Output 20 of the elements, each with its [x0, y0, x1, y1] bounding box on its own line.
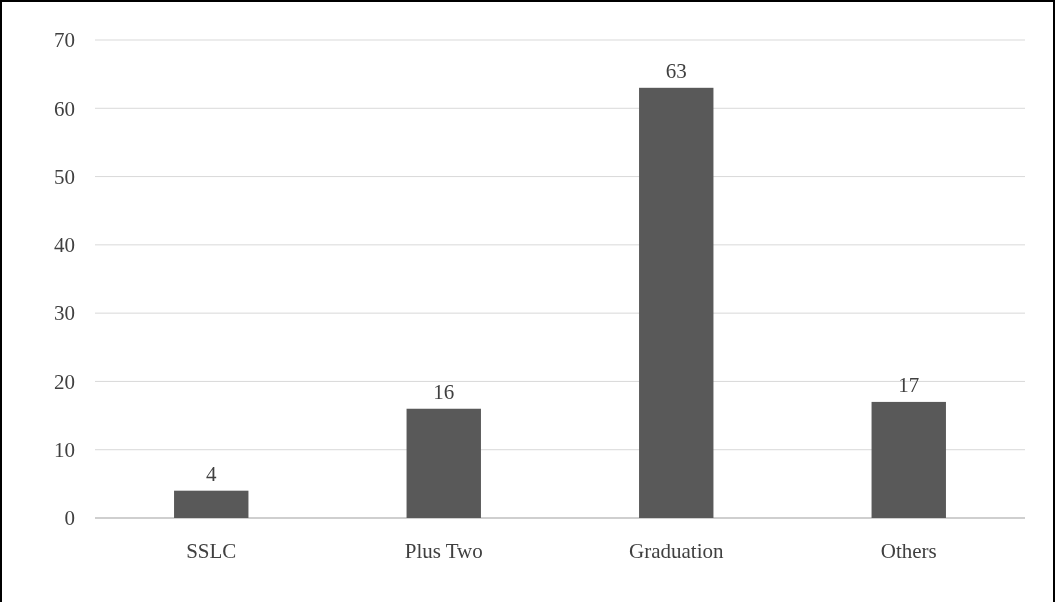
- data-label: 17: [898, 372, 920, 397]
- y-tick-label: 40: [54, 233, 75, 258]
- x-tick-label: Graduation: [629, 539, 724, 563]
- x-tick-label: Others: [880, 539, 937, 563]
- bar: [871, 401, 946, 518]
- y-tick-label: 50: [54, 164, 75, 189]
- y-tick-label: 30: [54, 301, 75, 326]
- y-tick-label: 0: [64, 506, 75, 531]
- data-label: 63: [665, 58, 687, 83]
- data-label: 16: [433, 379, 455, 404]
- bar: [406, 408, 481, 518]
- bar: [639, 87, 714, 518]
- y-tick-label: 70: [54, 28, 75, 53]
- x-tick-label: Plus Two: [404, 539, 483, 563]
- y-tick-label: 60: [54, 96, 75, 121]
- x-tick-label: SSLC: [186, 539, 237, 563]
- bar: [174, 490, 249, 518]
- y-tick-label: 10: [54, 438, 75, 463]
- y-tick-label: 20: [54, 369, 75, 394]
- data-label: 4: [206, 461, 217, 486]
